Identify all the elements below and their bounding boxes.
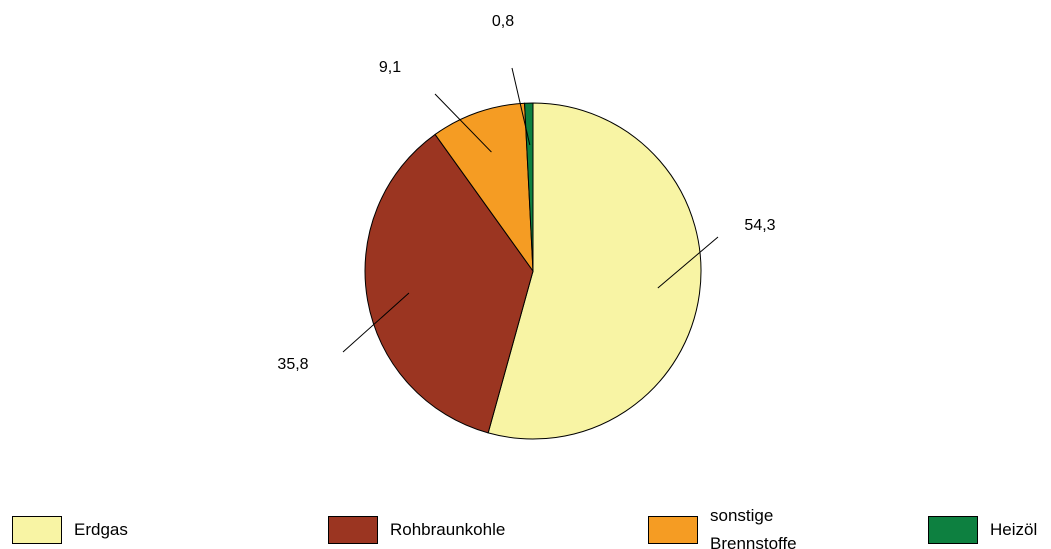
data-label: 54,3 bbox=[744, 217, 775, 234]
legend-swatch bbox=[648, 516, 698, 544]
legend-label: Rohbraunkohle bbox=[390, 520, 506, 539]
legend-swatch bbox=[928, 516, 978, 544]
leader-line bbox=[434, 93, 492, 153]
data-label: 35,8 bbox=[277, 356, 308, 373]
legend-swatch bbox=[328, 516, 378, 544]
leader-line bbox=[511, 67, 531, 146]
leader-line bbox=[657, 236, 719, 289]
legend-item: Rohbraunkohle bbox=[328, 502, 506, 549]
pie-area: 54,3 35,8 9,1 0,8 bbox=[277, 13, 776, 440]
leader-line bbox=[342, 292, 410, 353]
pie-slice bbox=[487, 102, 702, 440]
legend-label: Erdgas bbox=[74, 520, 128, 539]
data-label: 0,8 bbox=[492, 13, 514, 30]
legend-item: Heizöl bbox=[928, 502, 1051, 549]
pie-slice bbox=[524, 102, 534, 272]
data-label: 9,1 bbox=[379, 59, 401, 76]
legend-item: Erdgas bbox=[12, 502, 184, 549]
legend-label: sonstige Brennstoffe bbox=[710, 506, 797, 549]
pie-slice bbox=[434, 102, 534, 273]
legend-label: Heizöl bbox=[990, 520, 1038, 539]
pie-slice bbox=[364, 133, 534, 434]
legend-item: sonstige Brennstoffe bbox=[648, 502, 820, 549]
legend-swatch bbox=[12, 516, 62, 544]
